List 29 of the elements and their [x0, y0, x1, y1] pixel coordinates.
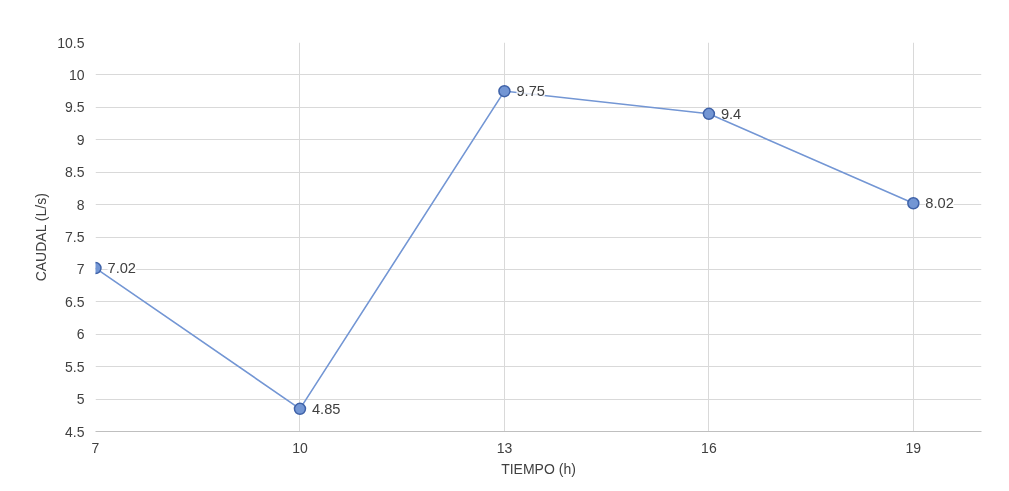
y-tick-label: 4.5: [65, 423, 85, 440]
y-tick-label: 7.5: [65, 229, 85, 245]
x-tick-label: 19: [905, 439, 922, 456]
y-tick-label: 7: [76, 261, 85, 278]
data-label: 9.4: [720, 105, 742, 122]
y-tick-label: 10: [68, 66, 85, 83]
y-tick-label: 9.5: [65, 99, 85, 116]
data-label: 8.02: [925, 195, 954, 212]
y-tick-label: 8: [76, 196, 85, 213]
x-tick-label: 7: [91, 439, 100, 456]
point: [498, 84, 511, 98]
data-label: 7.02: [107, 260, 137, 277]
y-tick-label: 8.5: [65, 164, 85, 181]
y-axis-title: CAUDAL (L/s): [33, 193, 50, 282]
x-axis-title: TIEMPO (h): [501, 460, 576, 477]
x-tick-label: 13: [496, 439, 513, 456]
x-tick-label: 16: [701, 439, 717, 456]
y-tick-label: 5.5: [65, 358, 85, 375]
point: [702, 107, 716, 121]
y-tick-label: 10.5: [57, 34, 85, 51]
y-tick-label: 9: [76, 131, 85, 148]
data-label: 4.85: [311, 400, 341, 417]
point: [293, 402, 307, 416]
data-label: 9.75: [516, 83, 545, 100]
y-tick-label: 5: [76, 391, 85, 408]
y-tick-label: 6: [76, 326, 85, 343]
point: [907, 197, 920, 210]
x-tick-label: 10: [292, 439, 308, 456]
y-tick-label: 6.5: [65, 293, 85, 310]
